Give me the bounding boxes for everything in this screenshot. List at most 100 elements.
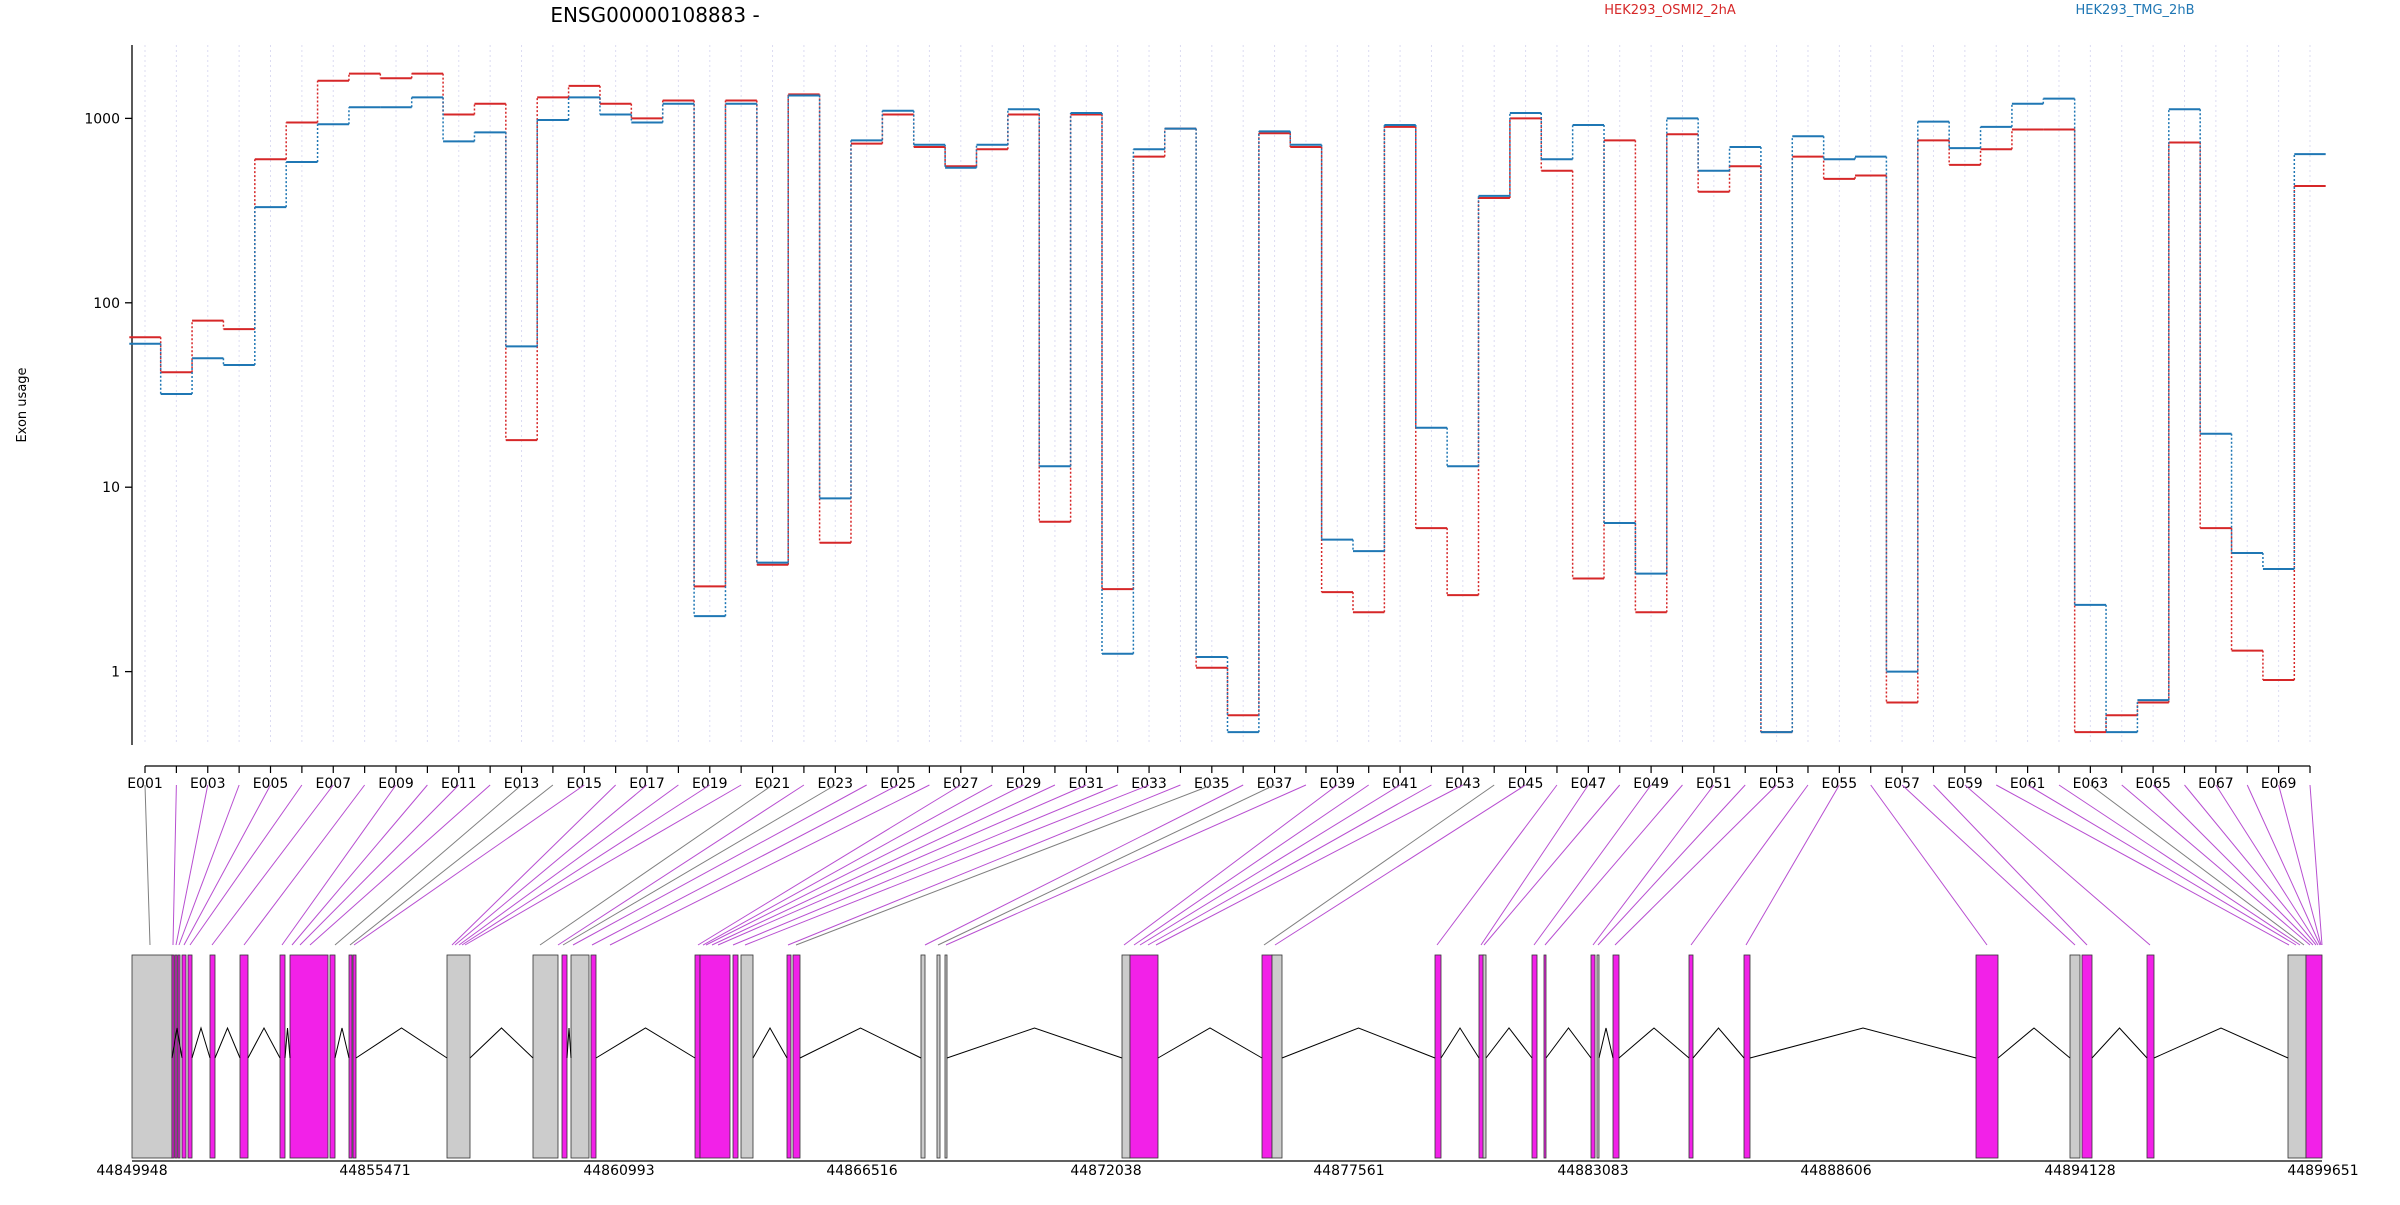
exon-connector [1597, 784, 1746, 946]
exon-connector [1480, 784, 1589, 946]
x-tick-label: E051 [1696, 776, 1732, 792]
exon-connector [175, 784, 209, 946]
x-tick-label: E017 [629, 776, 665, 792]
exon-box [792, 954, 801, 1159]
exon-box [732, 954, 739, 1159]
x-tick-label: E011 [441, 776, 477, 792]
x-tick-label: E015 [566, 776, 602, 792]
exon-box [936, 954, 941, 1159]
exon-box [289, 954, 329, 1159]
exon-connector [2058, 784, 2301, 946]
legend-entry-osmi2: HEK293_OSMI2_2hA [1604, 3, 1736, 18]
exon-box [570, 954, 590, 1159]
exon-connector [924, 784, 1244, 946]
x-tick-label: E063 [2073, 776, 2109, 792]
exon-connector [591, 784, 899, 946]
intron-line [1485, 1027, 1533, 1059]
exon-box [2146, 954, 2155, 1159]
intron-line [1157, 1027, 1263, 1059]
exon-connector [609, 784, 930, 946]
x-tick-label: E027 [943, 776, 979, 792]
exon-connector [744, 784, 1150, 946]
intron-line [1281, 1027, 1436, 1059]
series-group [129, 72, 2326, 734]
exon-box [532, 954, 559, 1159]
intron-line [2091, 1027, 2148, 1059]
axes: 1 10 100 1000 E001 E003 E005 E007 E009 E011 E013 E0… [84, 45, 2311, 792]
exon-connector [539, 784, 773, 946]
exon-box [1434, 954, 1442, 1159]
coordinate-label: 44883083 [1557, 1163, 1628, 1179]
exon-connector [1745, 784, 1840, 946]
exon-connector [732, 784, 1118, 946]
exon-connector [2090, 784, 2305, 946]
exon-box [1743, 954, 1751, 1159]
exon-connector [717, 784, 1087, 946]
exon-connector [2121, 784, 2311, 946]
x-tick-label: E031 [1069, 776, 1105, 792]
intron-line [1440, 1027, 1480, 1059]
intron-line [355, 1027, 448, 1059]
x-tick-label: E019 [692, 776, 728, 792]
exon-connector [2152, 784, 2314, 946]
y-tick-label: 1 [111, 665, 120, 681]
intron-line [752, 1026, 788, 1059]
exon-connector [2215, 784, 2319, 946]
intron-line [191, 1026, 211, 1059]
intron-line [284, 1027, 291, 1059]
x-tick-label: E045 [1508, 776, 1544, 792]
exon-box [1612, 954, 1620, 1159]
exon-connector [334, 784, 522, 946]
exon-connector [1123, 784, 1338, 946]
series-group [129, 94, 2326, 734]
x-tick-label: E043 [1445, 776, 1481, 792]
coordinate-label: 44872038 [1070, 1163, 1141, 1179]
exon-connector [572, 784, 867, 946]
exon-connector [183, 784, 271, 946]
exon-connector [1592, 784, 1715, 946]
exon-box [1129, 954, 1159, 1159]
exon-box [177, 954, 181, 1159]
exon-box [1596, 954, 1600, 1159]
exon-box [1975, 954, 1999, 1159]
exon-box [446, 954, 471, 1159]
x-tick-label: E049 [1633, 776, 1669, 792]
coordinate-label: 44877561 [1313, 1163, 1384, 1179]
x-tick-label: E061 [2010, 776, 2046, 792]
chart-title: ENSG00000108883 - [550, 3, 759, 27]
exon-connector [705, 784, 1024, 946]
exon-box [944, 954, 948, 1159]
y-tick-label: 1000 [84, 111, 120, 127]
intron-line [2153, 1027, 2289, 1059]
series-lines [129, 72, 2326, 734]
exon-connector [451, 784, 617, 946]
exon-box [699, 954, 731, 1159]
y-tick-label: 10 [102, 480, 120, 496]
exon-connector [697, 784, 962, 946]
exon-connector [1274, 784, 1526, 946]
x-tick-label: E013 [504, 776, 540, 792]
x-tick-label: E009 [378, 776, 414, 792]
x-tick-label: E039 [1320, 776, 1356, 792]
exon-box [1482, 954, 1487, 1159]
x-tick-label: E003 [190, 776, 226, 792]
exon-box [1688, 954, 1694, 1159]
x-tick-label: E055 [1822, 776, 1858, 792]
coordinate-label: 44855471 [339, 1163, 410, 1179]
exon-connector [1533, 784, 1652, 946]
exon-box [174, 954, 178, 1159]
y-axis-label: Exon usage [15, 367, 30, 442]
intron-line [946, 1027, 1123, 1059]
exon-connector [178, 784, 240, 946]
coordinate-label: 44866516 [826, 1163, 897, 1179]
exon-connector [1901, 784, 2076, 946]
exon-box [2305, 954, 2323, 1159]
intron-line [247, 1026, 281, 1059]
exon-box [561, 954, 568, 1159]
intron-line [334, 1027, 350, 1059]
legend-entry-tmg: HEK293_TMG_2hB [2076, 3, 2195, 18]
exon-box [239, 954, 249, 1159]
exon-connector [1614, 784, 1777, 946]
x-tick-label: E025 [880, 776, 916, 792]
